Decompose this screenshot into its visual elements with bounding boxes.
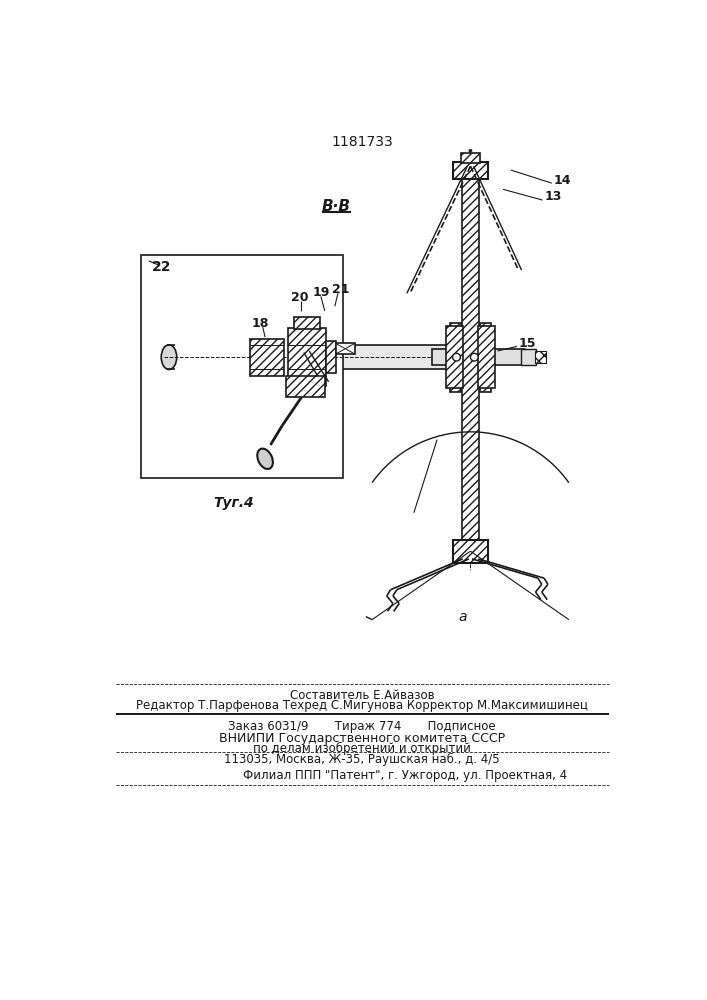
Text: Τуг.4: Τуг.4 <box>214 496 255 510</box>
Bar <box>521 349 537 365</box>
Text: 1181733: 1181733 <box>331 135 393 149</box>
Bar <box>141 255 343 478</box>
Bar <box>327 341 336 373</box>
Bar <box>467 166 474 563</box>
Bar <box>168 345 452 369</box>
Text: Заказ 6031/9       Тираж 774       Подписное: Заказ 6031/9 Тираж 774 Подписное <box>228 720 496 733</box>
Circle shape <box>452 353 460 361</box>
Bar <box>286 376 325 397</box>
Bar <box>445 326 462 388</box>
Bar <box>478 326 495 388</box>
Text: 113035, Москва, Ж-35, Раушская наб., д. 4/5: 113035, Москва, Ж-35, Раушская наб., д. … <box>224 753 500 766</box>
Bar <box>293 317 320 329</box>
Bar <box>480 323 491 392</box>
Bar <box>336 343 355 354</box>
Bar <box>462 166 479 563</box>
Circle shape <box>469 149 472 152</box>
Bar <box>450 323 461 392</box>
Text: 22: 22 <box>152 260 171 274</box>
Ellipse shape <box>257 449 273 469</box>
Text: 13: 13 <box>544 190 561 204</box>
Text: 20: 20 <box>291 291 309 304</box>
Text: Филиал ППП "Патент", г. Ужгород, ул. Проектная, 4: Филиал ППП "Патент", г. Ужгород, ул. Про… <box>243 769 568 782</box>
Bar <box>461 153 480 163</box>
Bar <box>534 351 547 363</box>
Text: 21: 21 <box>332 283 349 296</box>
Text: a: a <box>458 610 467 624</box>
Bar <box>453 540 488 563</box>
Bar <box>453 162 488 179</box>
Text: 15: 15 <box>518 337 536 350</box>
Text: 14: 14 <box>554 174 571 187</box>
Text: 19: 19 <box>312 286 329 299</box>
Text: 18: 18 <box>252 317 269 330</box>
Text: ВНИИПИ Государственного комитета СССР: ВНИИПИ Государственного комитета СССР <box>219 732 505 745</box>
Bar <box>250 339 284 376</box>
Text: Составитель Е.Айвазов: Составитель Е.Айвазов <box>290 689 434 702</box>
Circle shape <box>470 353 478 361</box>
Ellipse shape <box>161 345 177 369</box>
Text: Редактор Т.Парфенова Техред С.Мигунова Корректор М.Максимишинец: Редактор Т.Парфенова Техред С.Мигунова К… <box>136 699 588 712</box>
Bar <box>432 349 525 365</box>
Text: B·B: B·B <box>322 199 351 214</box>
Text: по делам изобретений и открытий: по делам изобретений и открытий <box>253 742 471 755</box>
Bar <box>288 328 327 386</box>
